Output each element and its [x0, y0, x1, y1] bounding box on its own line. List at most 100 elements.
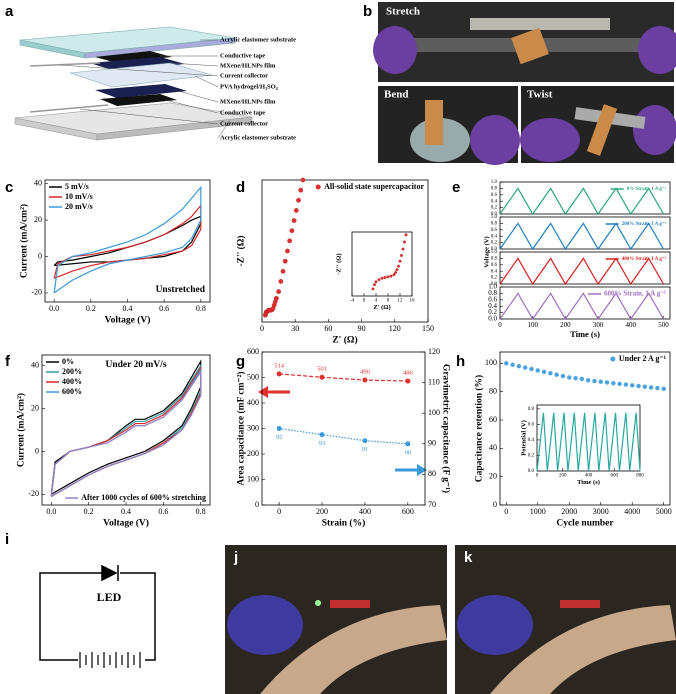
y-tick-label: 0.4: [491, 269, 498, 274]
data-point: [392, 273, 396, 277]
data-point: [282, 258, 288, 264]
x-tick-label: 200: [316, 507, 328, 516]
legend-label: 0% Strain, 1 A g⁻¹: [627, 186, 667, 192]
x-axis-label: Cycle number: [556, 519, 614, 529]
x-tick-label: 400: [585, 474, 593, 479]
y-tick-label: 1.0: [491, 180, 498, 185]
data-point: [394, 271, 397, 274]
x-axis-label: Voltage (V): [105, 315, 151, 326]
data-point: [648, 385, 654, 390]
x-tick-label: 200: [560, 321, 571, 329]
legend-label: 5 mV/s: [65, 182, 89, 191]
y-tick-label: 0.8: [528, 407, 535, 412]
legend-label: 200% Strain, 1 A g⁻¹: [622, 221, 667, 227]
y-tick-label: 40: [31, 361, 39, 370]
data-point: [567, 375, 572, 380]
photos-b: [373, 2, 676, 165]
y-tick-label: 1.0: [491, 250, 498, 255]
layer-labels: Acrylic elastomer substrate Conductive t…: [220, 36, 296, 141]
x-tick-label: 300: [593, 321, 604, 329]
panel-label: k: [464, 549, 473, 566]
data-point: [541, 369, 547, 375]
legend-label: Under 2 A g⁻¹: [619, 354, 667, 363]
y-tick-label: 200: [247, 449, 259, 458]
data-point: [389, 274, 393, 278]
x-tick-label: 0.4: [123, 304, 133, 313]
y-axis-label: Capacitance retention (%): [473, 375, 484, 482]
y-tick-label: 0.6: [528, 423, 535, 428]
y-tick-label: 0.8: [491, 222, 498, 227]
panel-label: h: [456, 353, 465, 370]
photo-label: Stretch: [386, 6, 420, 18]
data-point: [573, 376, 578, 381]
x-tick-label: 0: [498, 321, 502, 329]
exploded-view: [14, 26, 253, 141]
photo-label: Bend: [384, 89, 408, 101]
circuit: [39, 564, 156, 668]
panel-label: a: [5, 3, 14, 20]
data-point: [522, 365, 528, 370]
plot-frame: [499, 351, 671, 506]
x-tick-label: 0.0: [46, 507, 56, 516]
axis-arrows: [258, 386, 427, 476]
y-axis-label: Potential (V): [520, 420, 527, 456]
panel-label: b: [363, 3, 372, 20]
y-tick-label: 20: [34, 215, 42, 224]
y-tick-label: 1.0: [491, 215, 498, 220]
layer-label: Current collector: [220, 72, 268, 79]
y-axis-label: -Z'' (Ω): [235, 235, 246, 266]
data-label: 91: [362, 446, 369, 453]
x-tick-label: 0.6: [159, 304, 169, 313]
data-point: [276, 289, 281, 294]
data-label: 95: [276, 434, 283, 441]
y-tick-label: 0: [38, 251, 42, 260]
x-tick-label: 400: [626, 321, 637, 329]
y-tick-label: 0.2: [528, 454, 535, 459]
data-point: [289, 228, 295, 234]
y-tick-label: -20: [31, 288, 42, 297]
data-point: [362, 377, 368, 383]
y-tick-label: 70: [428, 500, 436, 509]
data-point: [296, 197, 301, 203]
x-tick-label: 0: [277, 507, 281, 516]
data-point: [548, 371, 553, 376]
data-point: [386, 275, 390, 279]
y-axis-label: -Z'' (Ω): [335, 253, 342, 274]
data-point: [504, 361, 509, 366]
y-axis-label: Area capacitance (mF cm⁻²): [235, 371, 246, 485]
x-tick-label: 16: [410, 299, 416, 304]
data-point: [592, 378, 597, 384]
y-tick-label: 0.8: [491, 257, 498, 262]
y-tick-label: 0.0: [488, 315, 497, 323]
data-label: 514: [274, 362, 285, 369]
data-label: 90: [405, 449, 412, 456]
data-point: [630, 383, 635, 388]
data-point: [280, 268, 286, 274]
y-tick-label: 500: [247, 372, 259, 381]
x-axis-label: Time (s): [577, 479, 600, 486]
data-point: [319, 432, 325, 438]
x-tick-label: 0.8: [196, 507, 206, 516]
y-tick-label: 0: [35, 446, 39, 455]
layer-label: Acrylic elastomer substrate: [220, 36, 296, 43]
y-tick-label: 60: [489, 415, 497, 424]
data-point: [300, 177, 306, 183]
x-tick-label: 8: [387, 299, 390, 304]
y-axis-label: Voltage (V): [483, 236, 490, 267]
y-tick-label: 100: [485, 358, 497, 367]
data-label: 501: [317, 366, 327, 373]
y-tick-label: 0.4: [491, 199, 498, 204]
data-point: [285, 248, 290, 254]
legend-swatch: [610, 356, 616, 362]
data-point: [404, 233, 408, 237]
y-tick-label: 120: [428, 347, 440, 356]
y-tick-label: 0.4: [491, 234, 498, 239]
data-point: [276, 371, 282, 377]
x-tick-label: 600: [611, 474, 619, 479]
panel-label: e: [452, 179, 460, 196]
data-point: [287, 238, 293, 244]
y-tick-label: 0.2: [488, 308, 497, 316]
photo-label: Twist: [527, 89, 553, 101]
legend-label: 20 mV/s: [65, 202, 93, 211]
